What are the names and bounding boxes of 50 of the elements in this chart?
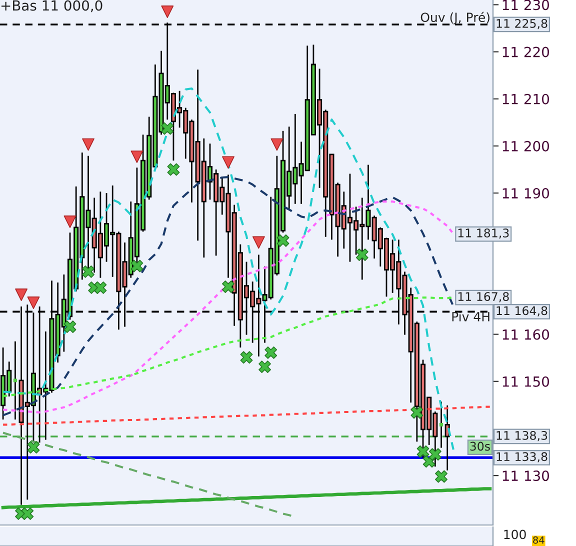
text: 84 — [533, 536, 544, 544]
point — [167, 163, 180, 176]
point — [82, 138, 94, 151]
point — [270, 138, 284, 151]
point — [428, 448, 442, 461]
point — [82, 265, 94, 278]
data-label: 11 167,8 — [458, 292, 509, 302]
point — [435, 470, 448, 483]
data-label: 11 181,3 — [458, 228, 509, 239]
line-series — [2, 406, 491, 426]
point — [130, 150, 144, 164]
point — [15, 288, 28, 301]
point — [161, 122, 174, 135]
point — [161, 6, 174, 18]
y-tick-label: 11 230 — [502, 0, 550, 10]
y-tick-label: 11 150 — [502, 376, 550, 387]
annotation: Ouv (J, Pré) — [420, 12, 490, 24]
point — [222, 280, 234, 293]
point — [356, 248, 368, 261]
point — [27, 441, 40, 454]
y-tick-label: 11 210 — [502, 94, 550, 104]
candlestick — [439, 400, 444, 448]
text: 100 — [504, 530, 526, 540]
point — [222, 156, 234, 169]
point — [130, 260, 144, 272]
point — [64, 216, 76, 228]
point — [252, 236, 265, 249]
y-tick-label: 11 200 — [502, 140, 550, 152]
annotation: +Bas 11 000,0 — [1, 0, 102, 12]
ref-line-label: 11 164,8 — [496, 306, 548, 316]
point — [410, 406, 424, 419]
point — [64, 320, 76, 333]
ref-line-label: 11 133,8 — [496, 452, 548, 462]
annotation: 30s — [470, 442, 490, 451]
ref-line-label: 11 225,8 — [496, 18, 548, 30]
point — [94, 281, 107, 294]
point — [264, 346, 278, 359]
point — [27, 296, 40, 309]
ref-line-label: 11 138,3 — [496, 430, 548, 442]
y-tick-label: 11 190 — [502, 188, 550, 199]
point — [276, 234, 290, 247]
candlestick — [13, 340, 18, 420]
point — [258, 360, 271, 374]
y-tick-label: 11 130 — [502, 470, 550, 482]
annotation: Piv 4H — [452, 312, 490, 322]
y-tick-label: 11 220 — [502, 46, 550, 58]
point — [21, 507, 34, 520]
point — [240, 351, 253, 364]
point — [416, 445, 430, 458]
y-tick-label: 11 160 — [502, 329, 550, 340]
